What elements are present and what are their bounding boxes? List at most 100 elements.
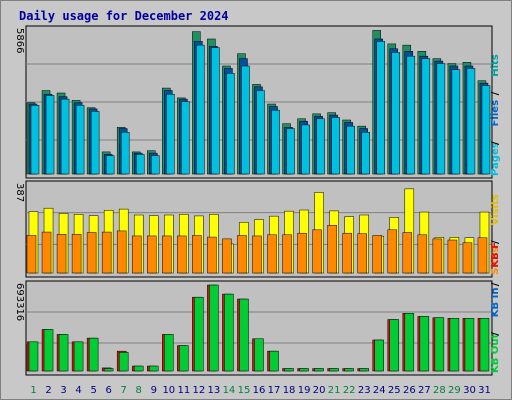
bar-sites [56, 234, 67, 274]
bar-pages [466, 68, 476, 175]
x-tick-label: 15 [238, 385, 251, 396]
x-tick-label: 22 [343, 385, 356, 396]
x-tick-label: 18 [283, 385, 296, 396]
x-tick-label: 20 [313, 385, 326, 396]
x-tick-label: 21 [328, 385, 341, 396]
bar-kb-out [374, 339, 384, 372]
x-tick-label: 29 [448, 385, 461, 396]
bar-sites [372, 235, 382, 274]
bar-sites [237, 235, 247, 274]
bar-kb-out [194, 296, 204, 372]
x-tick-label: 13 [208, 385, 221, 396]
bar-kb-out [43, 329, 54, 372]
bar-kb-out [58, 334, 69, 372]
legend-separator: / [490, 332, 501, 336]
legend-kb-out: KB Out [490, 334, 501, 373]
bar-sites [282, 234, 292, 274]
bar-pages [421, 58, 431, 175]
x-tick-label: 16 [253, 385, 266, 396]
bar-sites [327, 224, 337, 274]
x-tick-label: 5 [90, 385, 96, 396]
x-tick-label: 14 [223, 385, 236, 396]
bar-kb-out [224, 293, 234, 372]
bar-pages [451, 69, 461, 175]
bar-sites [71, 234, 82, 274]
bar-kb-out [239, 298, 249, 372]
bar-pages [45, 95, 55, 175]
legend-visits: Visits [490, 194, 501, 225]
bar-sites [417, 234, 428, 274]
bar-pages [286, 128, 295, 175]
legend-separator: / [490, 282, 501, 286]
bar-pages [120, 132, 130, 175]
bar-sites [312, 229, 322, 274]
ymax-label: 5866 [14, 28, 25, 53]
bar-sites [86, 232, 97, 274]
ymax-label: 693316 [14, 283, 25, 321]
bar-pages [331, 117, 340, 175]
bar-sites [26, 235, 37, 274]
bar-kb-out [209, 284, 219, 372]
x-tick-label: 26 [403, 385, 416, 396]
bar-kb-out [314, 368, 324, 372]
bar-pages [481, 85, 491, 175]
x-tick-label: 10 [162, 385, 175, 396]
bar-kb-out [88, 337, 99, 372]
bar-sites [252, 235, 262, 274]
bar-sites [357, 233, 367, 274]
legend-separator: / [490, 91, 501, 95]
x-tick-label: 4 [75, 385, 81, 396]
bar-kb-out [479, 318, 490, 372]
bar-pages [271, 109, 280, 175]
bar-pages [376, 41, 385, 175]
bar-kb-out [118, 352, 129, 372]
bar-pages [361, 132, 370, 175]
bar-kb-out [434, 317, 445, 372]
bar-kb-out [404, 313, 415, 372]
bar-sites [192, 235, 202, 274]
ymax-label: 387 [14, 183, 25, 202]
bar-pages [316, 118, 325, 175]
bar-pages [211, 47, 220, 175]
legend-hits: Hits [490, 54, 501, 77]
bar-kb-out [329, 368, 339, 372]
bar-pages [105, 155, 115, 175]
x-tick-label: 1 [30, 385, 36, 396]
bar-sites [387, 229, 398, 274]
bar-pages [391, 52, 401, 175]
bar-kb-out [284, 368, 294, 372]
bar-pages [30, 105, 40, 175]
bar-pages [241, 65, 250, 175]
bar-pages [90, 111, 100, 175]
x-tick-label: 30 [463, 385, 476, 396]
x-tick-label: 23 [358, 385, 371, 396]
x-tick-label: 6 [105, 385, 111, 396]
x-tick-label: 17 [268, 385, 281, 396]
bar-sites [162, 235, 172, 274]
bar-kb-out [149, 365, 159, 372]
bar-pages [151, 155, 160, 175]
bar-kb-out [179, 345, 189, 372]
x-tick-label: 2 [45, 385, 51, 396]
legend-kb-f: KB F [490, 242, 501, 268]
bar-sites [477, 237, 488, 274]
bar-pages [60, 98, 70, 175]
legend-separator: / [490, 141, 501, 145]
bar-sites [342, 232, 352, 274]
bar-kb-out [269, 350, 279, 372]
x-tick-label: 31 [478, 385, 491, 396]
x-tick-label: 11 [177, 385, 190, 396]
legend-files: Files [490, 100, 501, 126]
x-tick-label: 3 [60, 385, 66, 396]
bar-kb-out [389, 319, 400, 372]
bar-pages [181, 101, 190, 175]
bar-kb-out [133, 365, 144, 372]
x-tick-label: 24 [373, 385, 386, 396]
legend-separator: / [490, 240, 501, 244]
bar-pages [196, 44, 205, 175]
bar-sites [267, 234, 277, 274]
x-tick-label: 19 [298, 385, 311, 396]
x-tick-label: 12 [193, 385, 206, 396]
